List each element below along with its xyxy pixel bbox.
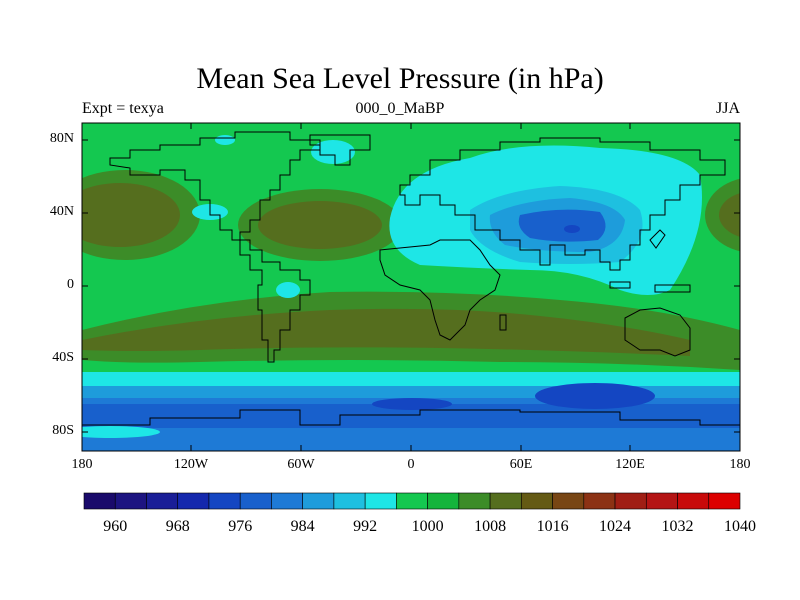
x-tick-label: 180 <box>71 457 93 472</box>
colorbar-swatch <box>364 492 397 510</box>
north-pacific-high-inner <box>82 183 180 247</box>
colorbar-swatch <box>645 492 678 510</box>
colorbar-swatch <box>302 492 335 510</box>
x-tick-label: 60E <box>509 457 533 472</box>
amazon-low-patch <box>276 282 300 298</box>
colorbar-swatch <box>114 492 147 510</box>
colorbar-tick-label: 1008 <box>474 518 507 535</box>
x-tick-label: 120E <box>615 457 645 472</box>
subtitle-right: JJA <box>715 100 740 117</box>
colorbar-swatch <box>614 492 647 510</box>
colorbar-swatch <box>427 492 460 510</box>
belt-1020-south <box>82 308 690 356</box>
colorbar-swatch <box>333 492 366 510</box>
australia-outline <box>624 307 691 357</box>
eurasia-outline <box>399 137 726 271</box>
north-america-outline <box>109 131 321 241</box>
colorbar-tick-label: 976 <box>228 518 253 535</box>
y-tick-label: 40S <box>52 350 74 365</box>
colorbar-tick-label: 1016 <box>536 518 569 535</box>
colorbar-tick-label: 1040 <box>724 518 756 535</box>
low-center-south-atlantic <box>372 398 452 410</box>
x-tick-label: 0 <box>407 457 415 472</box>
colorbar-swatch <box>583 492 616 510</box>
colorbar-swatch <box>396 492 428 510</box>
japan-outline <box>649 229 666 249</box>
colorbar-swatch <box>677 492 710 510</box>
colorbar-tick-label: 1032 <box>661 518 694 535</box>
asian-low-center <box>564 225 580 233</box>
madagascar-outline <box>499 314 507 331</box>
east-pacific-high-inner <box>719 193 740 237</box>
y-tick-label: 40N <box>49 204 74 219</box>
africa-outline <box>379 239 501 341</box>
indonesia-outline <box>609 281 631 289</box>
colorbar-tick-label: 960 <box>103 518 128 535</box>
colorbar-tick-label: 1000 <box>411 518 444 535</box>
new-guinea-outline <box>654 284 691 293</box>
colorbar-tick-label: 1024 <box>599 518 632 535</box>
colorbar-swatch <box>489 492 522 510</box>
x-tick-label: 60W <box>287 457 315 472</box>
canada-low-patch <box>215 135 235 145</box>
colorbar-swatch <box>83 492 116 510</box>
antarctica-outline <box>82 409 740 426</box>
patch-antarctic <box>82 426 160 438</box>
colorbar-swatch <box>458 492 491 510</box>
north-atlantic-high-inner <box>258 201 382 249</box>
y-tick-label: 0 <box>67 277 74 292</box>
colorbar-swatch <box>271 492 303 510</box>
contour-field <box>82 123 740 451</box>
y-tick-label: 80S <box>52 423 74 438</box>
colorbar-swatch <box>177 492 210 510</box>
colorbar-swatch <box>208 492 241 510</box>
axis-ticks <box>82 123 740 451</box>
colorbar-tick-label: 984 <box>290 518 315 535</box>
coastlines <box>82 131 740 426</box>
x-tick-label: 180 <box>729 457 751 472</box>
colorbar-tick-label: 992 <box>353 518 378 535</box>
y-tick-label: 80N <box>49 131 74 146</box>
greenland-outline <box>309 134 371 166</box>
asian-low-992 <box>518 209 606 242</box>
colorbar-swatch <box>521 492 553 510</box>
colorbar-tick-label: 968 <box>165 518 190 535</box>
subtitle-center: 000_0_MaBP <box>355 100 445 117</box>
colorbar-swatch <box>146 492 179 510</box>
subtitle-left: Expt = texya <box>82 100 164 117</box>
colorbar-swatch <box>239 492 272 510</box>
south-america-outline <box>239 239 311 363</box>
x-tick-label: 120W <box>173 457 209 472</box>
colorbar-swatch <box>708 492 741 510</box>
low-center-south-indian <box>535 383 655 409</box>
arctic-low-patch <box>311 140 355 164</box>
colorbar-swatch <box>552 492 585 510</box>
map-title: Mean Sea Level Pressure (in hPa) <box>196 62 604 95</box>
colorbar <box>83 492 741 510</box>
